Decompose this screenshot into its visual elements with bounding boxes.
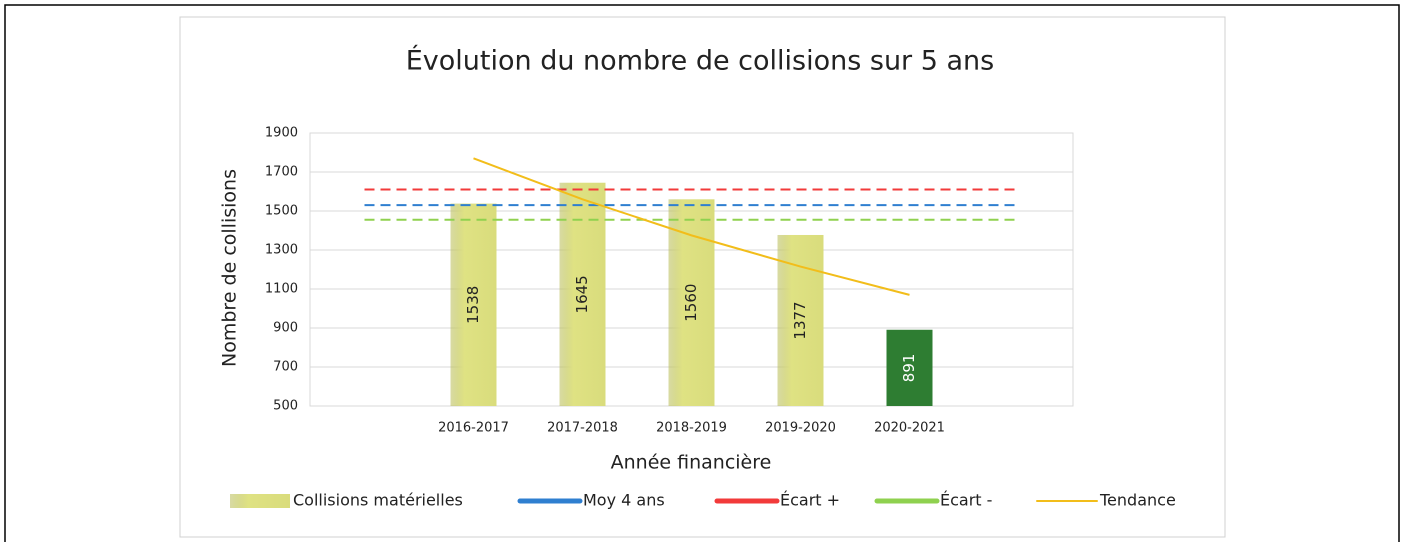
x-tick-label: 2020-2021: [874, 421, 945, 436]
y-tick-label: 500: [273, 399, 298, 414]
chart-title: Évolution du nombre de collisions sur 5 …: [406, 45, 994, 77]
x-tick-label: 2019-2020: [765, 421, 836, 436]
x-tick-label: 2018-2019: [656, 421, 727, 436]
legend-label: Écart -: [940, 491, 992, 510]
legend-label: Collisions matérielles: [293, 491, 463, 510]
data-label: 1645: [573, 275, 591, 313]
y-tick-label: 1500: [265, 204, 298, 219]
data-label: 1377: [791, 301, 809, 339]
x-tick-label: 2017-2018: [547, 421, 618, 436]
bar: [777, 234, 824, 406]
data-label: 891: [900, 354, 918, 383]
x-tick-label: 2016-2017: [438, 421, 509, 436]
legend-swatch: [230, 494, 290, 508]
trend-line: [473, 157, 910, 296]
bar: [450, 203, 497, 406]
y-axis-title: Nombre de collisions: [219, 169, 241, 367]
x-axis-title: Année financière: [611, 452, 772, 474]
y-tick-label: 1900: [265, 126, 298, 141]
bar: [668, 199, 715, 406]
y-tick-label: 700: [273, 360, 298, 375]
legend-label: Tendance: [1099, 491, 1176, 510]
data-label: 1538: [464, 286, 482, 324]
y-tick-label: 1300: [265, 243, 298, 258]
frame: [4, 4, 1400, 542]
data-label: 1560: [682, 284, 700, 322]
legend-label: Écart +: [780, 491, 840, 510]
y-tick-label: 900: [273, 321, 298, 336]
y-tick-label: 1100: [265, 282, 298, 297]
legend-label: Moy 4 ans: [583, 491, 665, 510]
y-tick-label: 1700: [265, 165, 298, 180]
bar: [886, 329, 933, 406]
